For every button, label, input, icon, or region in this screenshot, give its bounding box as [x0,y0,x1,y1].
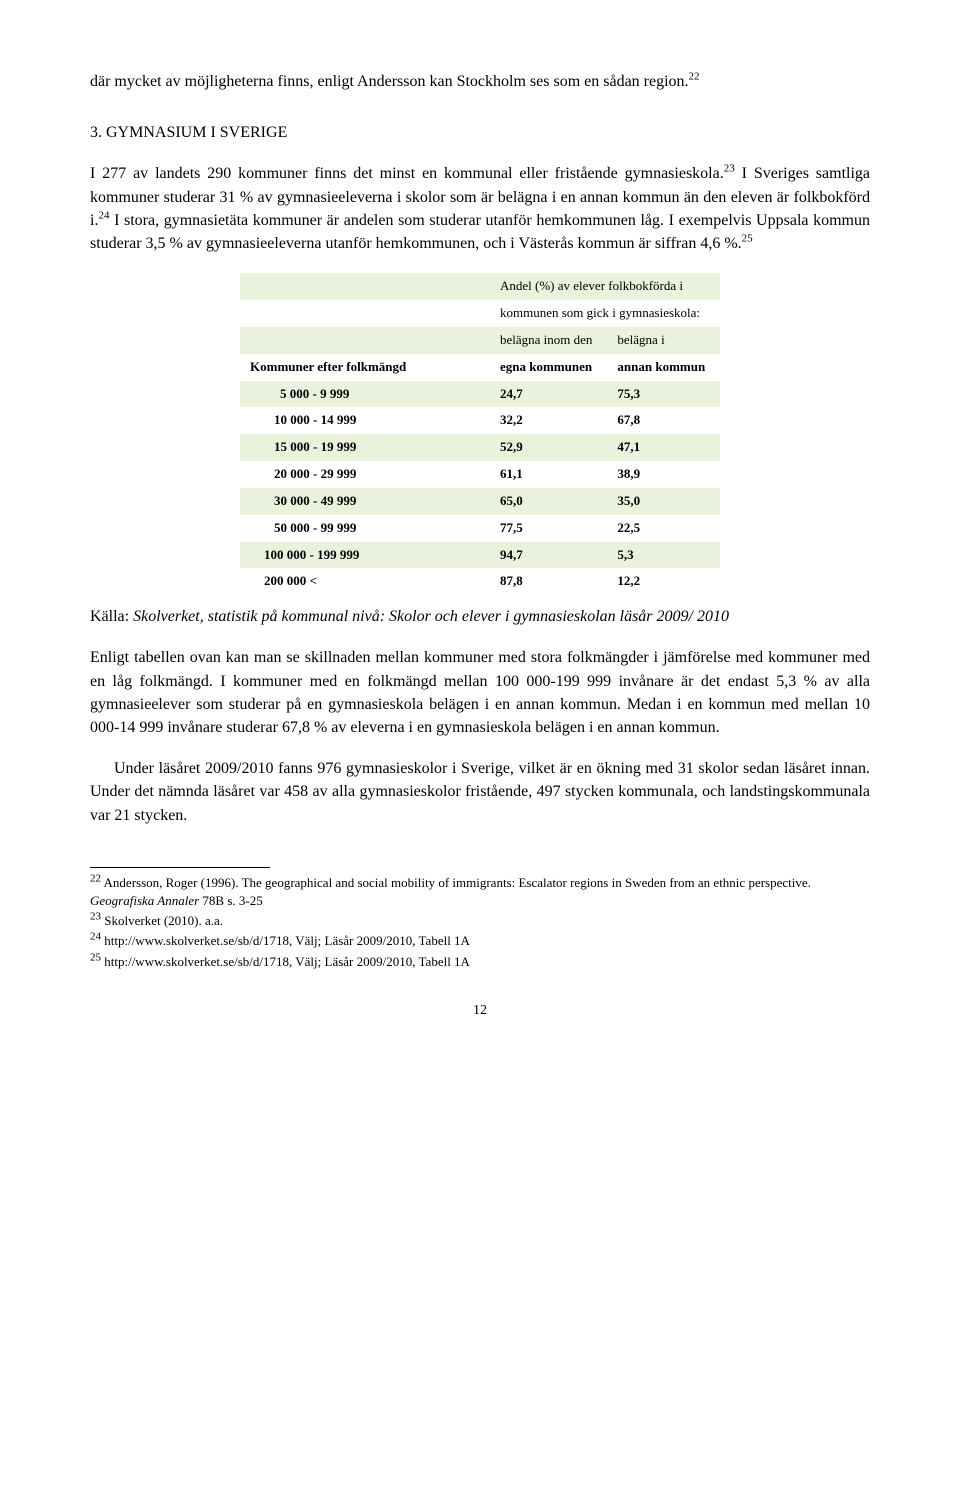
footnote-23-text: Skolverket (2010). a.a. [101,913,223,928]
data-table: Andel (%) av elever folkbokförda i kommu… [240,273,720,595]
page-number: 12 [90,1001,870,1021]
footnote-25-text: http://www.skolverket.se/sb/d/1718, Välj… [101,954,470,969]
footnote-num-22: 22 [90,872,101,884]
table-row: 5 000 - 9 999 24,7 75,3 [240,381,720,408]
table-cell-range: 200 000 < [240,568,490,595]
table-cell-range: 5 000 - 9 999 [240,381,490,408]
table-header-1: Andel (%) av elever folkbokförda i [490,273,720,300]
table-row: 15 000 - 19 999 52,9 47,1 [240,434,720,461]
footnote-ref-25: 25 [742,233,753,245]
table-cell-range: 15 000 - 19 999 [240,434,490,461]
table-subheader-left: belägna inom den [490,327,607,354]
table-cell-v2: 12,2 [607,568,720,595]
table-row: 10 000 - 14 999 32,2 67,8 [240,407,720,434]
footnote-separator [90,867,270,868]
intro-paragraph: där mycket av möjligheterna finns, enlig… [90,70,870,93]
footnote-24-text: http://www.skolverket.se/sb/d/1718, Välj… [101,933,470,948]
table-subheader-right: belägna i [607,327,720,354]
footnote-num-24: 24 [90,931,101,943]
source-label: Källa: [90,608,133,625]
table-cell-v2: 5,3 [607,542,720,569]
footnote-22-text-a: Andersson, Roger (1996). The geographica… [101,875,811,890]
footnote-22-text-b: 78B s. 3-25 [199,893,263,908]
table-container: Andel (%) av elever folkbokförda i kommu… [90,273,870,595]
table-row: 20 000 - 29 999 61,1 38,9 [240,461,720,488]
table-cell-v2: 38,9 [607,461,720,488]
footnote-num-23: 23 [90,911,101,923]
intro-text: där mycket av möjligheterna finns, enlig… [90,73,689,90]
table-row: 30 000 - 49 999 65,0 35,0 [240,488,720,515]
table-cell-range: 100 000 - 199 999 [240,542,490,569]
footnote-num-25: 25 [90,951,101,963]
table-cell-range: 30 000 - 49 999 [240,488,490,515]
table-cell-v2: 75,3 [607,381,720,408]
table-row: 100 000 - 199 999 94,7 5,3 [240,542,720,569]
body-paragraph-1: I 277 av landets 290 kommuner finns det … [90,162,870,255]
footnote-ref-23: 23 [724,163,735,175]
table-cell-range: 50 000 - 99 999 [240,515,490,542]
footnote-22-italic: Geografiska Annaler [90,893,199,908]
table-cell-range: 10 000 - 14 999 [240,407,490,434]
table-cell-v1: 87,8 [490,568,607,595]
footnotes-block: 22 Andersson, Roger (1996). The geograph… [90,874,870,971]
table-cell-v1: 52,9 [490,434,607,461]
body-paragraph-2: Enligt tabellen ovan kan man se skillnad… [90,646,870,739]
table-col3-label: annan kommun [607,354,720,381]
table-source: Källa: Skolverket, statistik på kommunal… [90,605,870,628]
body-text-1c: I stora, gymnasietäta kommuner är andele… [90,212,870,252]
footnote-ref-24: 24 [98,209,109,221]
table-row: 200 000 < 87,8 12,2 [240,568,720,595]
table-cell-v2: 35,0 [607,488,720,515]
table-row-label: Kommuner efter folkmängd [240,354,490,381]
section-heading: 3. GYMNASIUM I SVERIGE [90,121,870,144]
table-col2-label: egna kommunen [490,354,607,381]
footnote-ref-22: 22 [689,71,700,83]
table-cell-v1: 94,7 [490,542,607,569]
table-cell-v2: 67,8 [607,407,720,434]
table-cell-v1: 77,5 [490,515,607,542]
table-cell-v1: 65,0 [490,488,607,515]
footnote-22: 22 Andersson, Roger (1996). The geograph… [90,874,870,910]
table-cell-v1: 32,2 [490,407,607,434]
body-text-1a: I 277 av landets 290 kommuner finns det … [90,165,724,182]
table-header-2: kommunen som gick i gymnasieskola: [490,300,720,327]
table-cell-range: 20 000 - 29 999 [240,461,490,488]
footnote-24: 24 http://www.skolverket.se/sb/d/1718, V… [90,932,870,950]
table-row: 50 000 - 99 999 77,5 22,5 [240,515,720,542]
table-cell-v1: 24,7 [490,381,607,408]
source-text: Skolverket, statistik på kommunal nivå: … [133,608,729,625]
table-cell-v2: 47,1 [607,434,720,461]
footnote-23: 23 Skolverket (2010). a.a. [90,912,870,930]
table-cell-v1: 61,1 [490,461,607,488]
footnote-25: 25 http://www.skolverket.se/sb/d/1718, V… [90,953,870,971]
body-paragraph-3: Under läsåret 2009/2010 fanns 976 gymnas… [90,757,870,827]
table-cell-v2: 22,5 [607,515,720,542]
